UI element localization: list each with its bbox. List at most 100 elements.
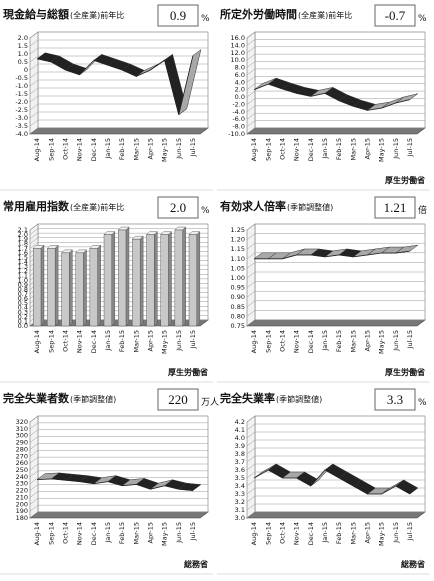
grid-line [29, 422, 208, 430]
y-tick-label: 3.4 [235, 482, 245, 490]
grid-line [29, 415, 208, 423]
y-tick-label: 1.7 [18, 244, 28, 252]
bar [117, 229, 127, 327]
y-tick-label: 0.8 [18, 285, 28, 293]
y-tick-label: 1.15 [231, 245, 245, 253]
chart-panel: 完全失業率 (季節調整値) 3.3 % 総務省 4.24.14.03.93.83.73.6… [217, 388, 430, 575]
x-tick-label: Mar-15 [132, 138, 140, 160]
x-tick-label: Jan-15 [321, 522, 329, 544]
y-tick-label: 4.2 [235, 418, 245, 426]
unit: % [418, 398, 427, 408]
x-tick-label: Feb-15 [335, 330, 343, 352]
grid-line [29, 429, 208, 436]
y-tick-label: 3.3 [235, 490, 245, 498]
grid-line [246, 223, 425, 231]
grid-line [29, 491, 208, 498]
grid-line [246, 281, 425, 288]
latest-box [374, 388, 416, 411]
y-tick-label: 260 [16, 459, 28, 467]
grid-line [246, 46, 425, 53]
bar-side [111, 231, 116, 327]
grid-line [246, 53, 425, 61]
source: 厚生労働省 [385, 175, 425, 185]
x-tick-label: Dec-14 [90, 138, 98, 161]
y-tick-label: 270 [16, 452, 28, 460]
grid-line [246, 310, 425, 317]
grid-line [29, 470, 208, 478]
y-tick-label: -10.0 [228, 130, 245, 138]
y-tick-label: 3.9 [235, 442, 245, 450]
latest-value: 220 [168, 392, 188, 407]
x-tick-label: Aug-14 [33, 522, 41, 545]
bar [103, 234, 113, 327]
grid-line [29, 63, 208, 71]
grid-line [246, 503, 425, 511]
grid-line [246, 31, 425, 39]
x-tick-label: Jul-15 [189, 138, 197, 157]
grid-line [246, 98, 425, 105]
grid-line [29, 39, 208, 47]
line [37, 478, 193, 491]
y-tick-label: -4.0 [232, 108, 245, 116]
y-tick-label: 0.75 [231, 322, 245, 330]
x-tick-label: Jun-15 [175, 138, 183, 160]
y-tick-label: 4.0 [235, 78, 245, 86]
grid-line [246, 233, 425, 240]
grid-line [29, 95, 208, 103]
grid-line [246, 112, 425, 120]
floor [246, 511, 426, 519]
x-tick-label: Sep-14 [47, 138, 55, 161]
x-tick-label: Nov-14 [76, 522, 84, 545]
x-tick-label: Jul-15 [406, 330, 414, 349]
y-tick-label: 2.0 [18, 231, 28, 239]
grid-line [29, 111, 208, 119]
y-tick-label: -2.0 [15, 98, 28, 106]
x-tick-label: Oct-14 [278, 330, 286, 352]
grid-line [29, 477, 208, 484]
bar [47, 248, 56, 327]
x-tick-label: Oct-14 [61, 522, 69, 544]
y-tick-label: 1.9 [18, 235, 28, 243]
latest-box [374, 196, 416, 219]
y-tick-label: 16.0 [231, 34, 245, 42]
x-tick-label: Feb-15 [118, 522, 126, 544]
y-tick-label: 0.2 [18, 313, 28, 321]
y-tick-label: 0.1 [18, 317, 28, 325]
bar [188, 234, 198, 327]
y-tick-label: 230 [16, 480, 28, 488]
bar [61, 252, 70, 327]
x-tick-label: Sep-14 [47, 522, 55, 545]
y-tick-label: 10.0 [231, 56, 245, 64]
x-tick-label: Jan-15 [321, 330, 329, 352]
y-tick-label: 3.0 [235, 514, 245, 522]
x-tick-label: Apr-15 [146, 330, 154, 351]
y-tick-label: 1.1 [18, 272, 28, 280]
source: 厚生労働省 [385, 367, 425, 377]
unit: % [201, 14, 210, 24]
y-tick-label: 240 [16, 473, 28, 481]
x-tick-label: Dec-14 [90, 522, 98, 545]
x-tick-label: May-15 [161, 138, 169, 162]
grid-line [29, 47, 208, 55]
x-tick-label: Aug-14 [33, 330, 41, 353]
y-tick-label: 1.20 [231, 236, 245, 244]
grid-line [246, 290, 425, 298]
x-tick-label: Sep-14 [47, 330, 55, 353]
grid-line [29, 450, 208, 457]
y-tick-label: 210 [16, 493, 28, 501]
y-tick-label: 1.2 [18, 267, 28, 275]
x-tick-label: Jun-15 [175, 330, 183, 352]
x-tick-label: Feb-15 [118, 330, 126, 352]
y-tick-label: 0.85 [231, 303, 245, 311]
latest-box [157, 196, 199, 219]
y-tick-label: 3.2 [235, 498, 245, 506]
x-tick-label: Sep-14 [264, 138, 272, 161]
grid-line [246, 120, 425, 127]
grid-line [246, 90, 425, 98]
side-wall [246, 31, 256, 135]
y-tick-label: 1.4 [18, 258, 28, 266]
x-tick-label: Feb-15 [335, 522, 343, 544]
grid-line [246, 471, 425, 479]
grid-line [246, 495, 425, 503]
